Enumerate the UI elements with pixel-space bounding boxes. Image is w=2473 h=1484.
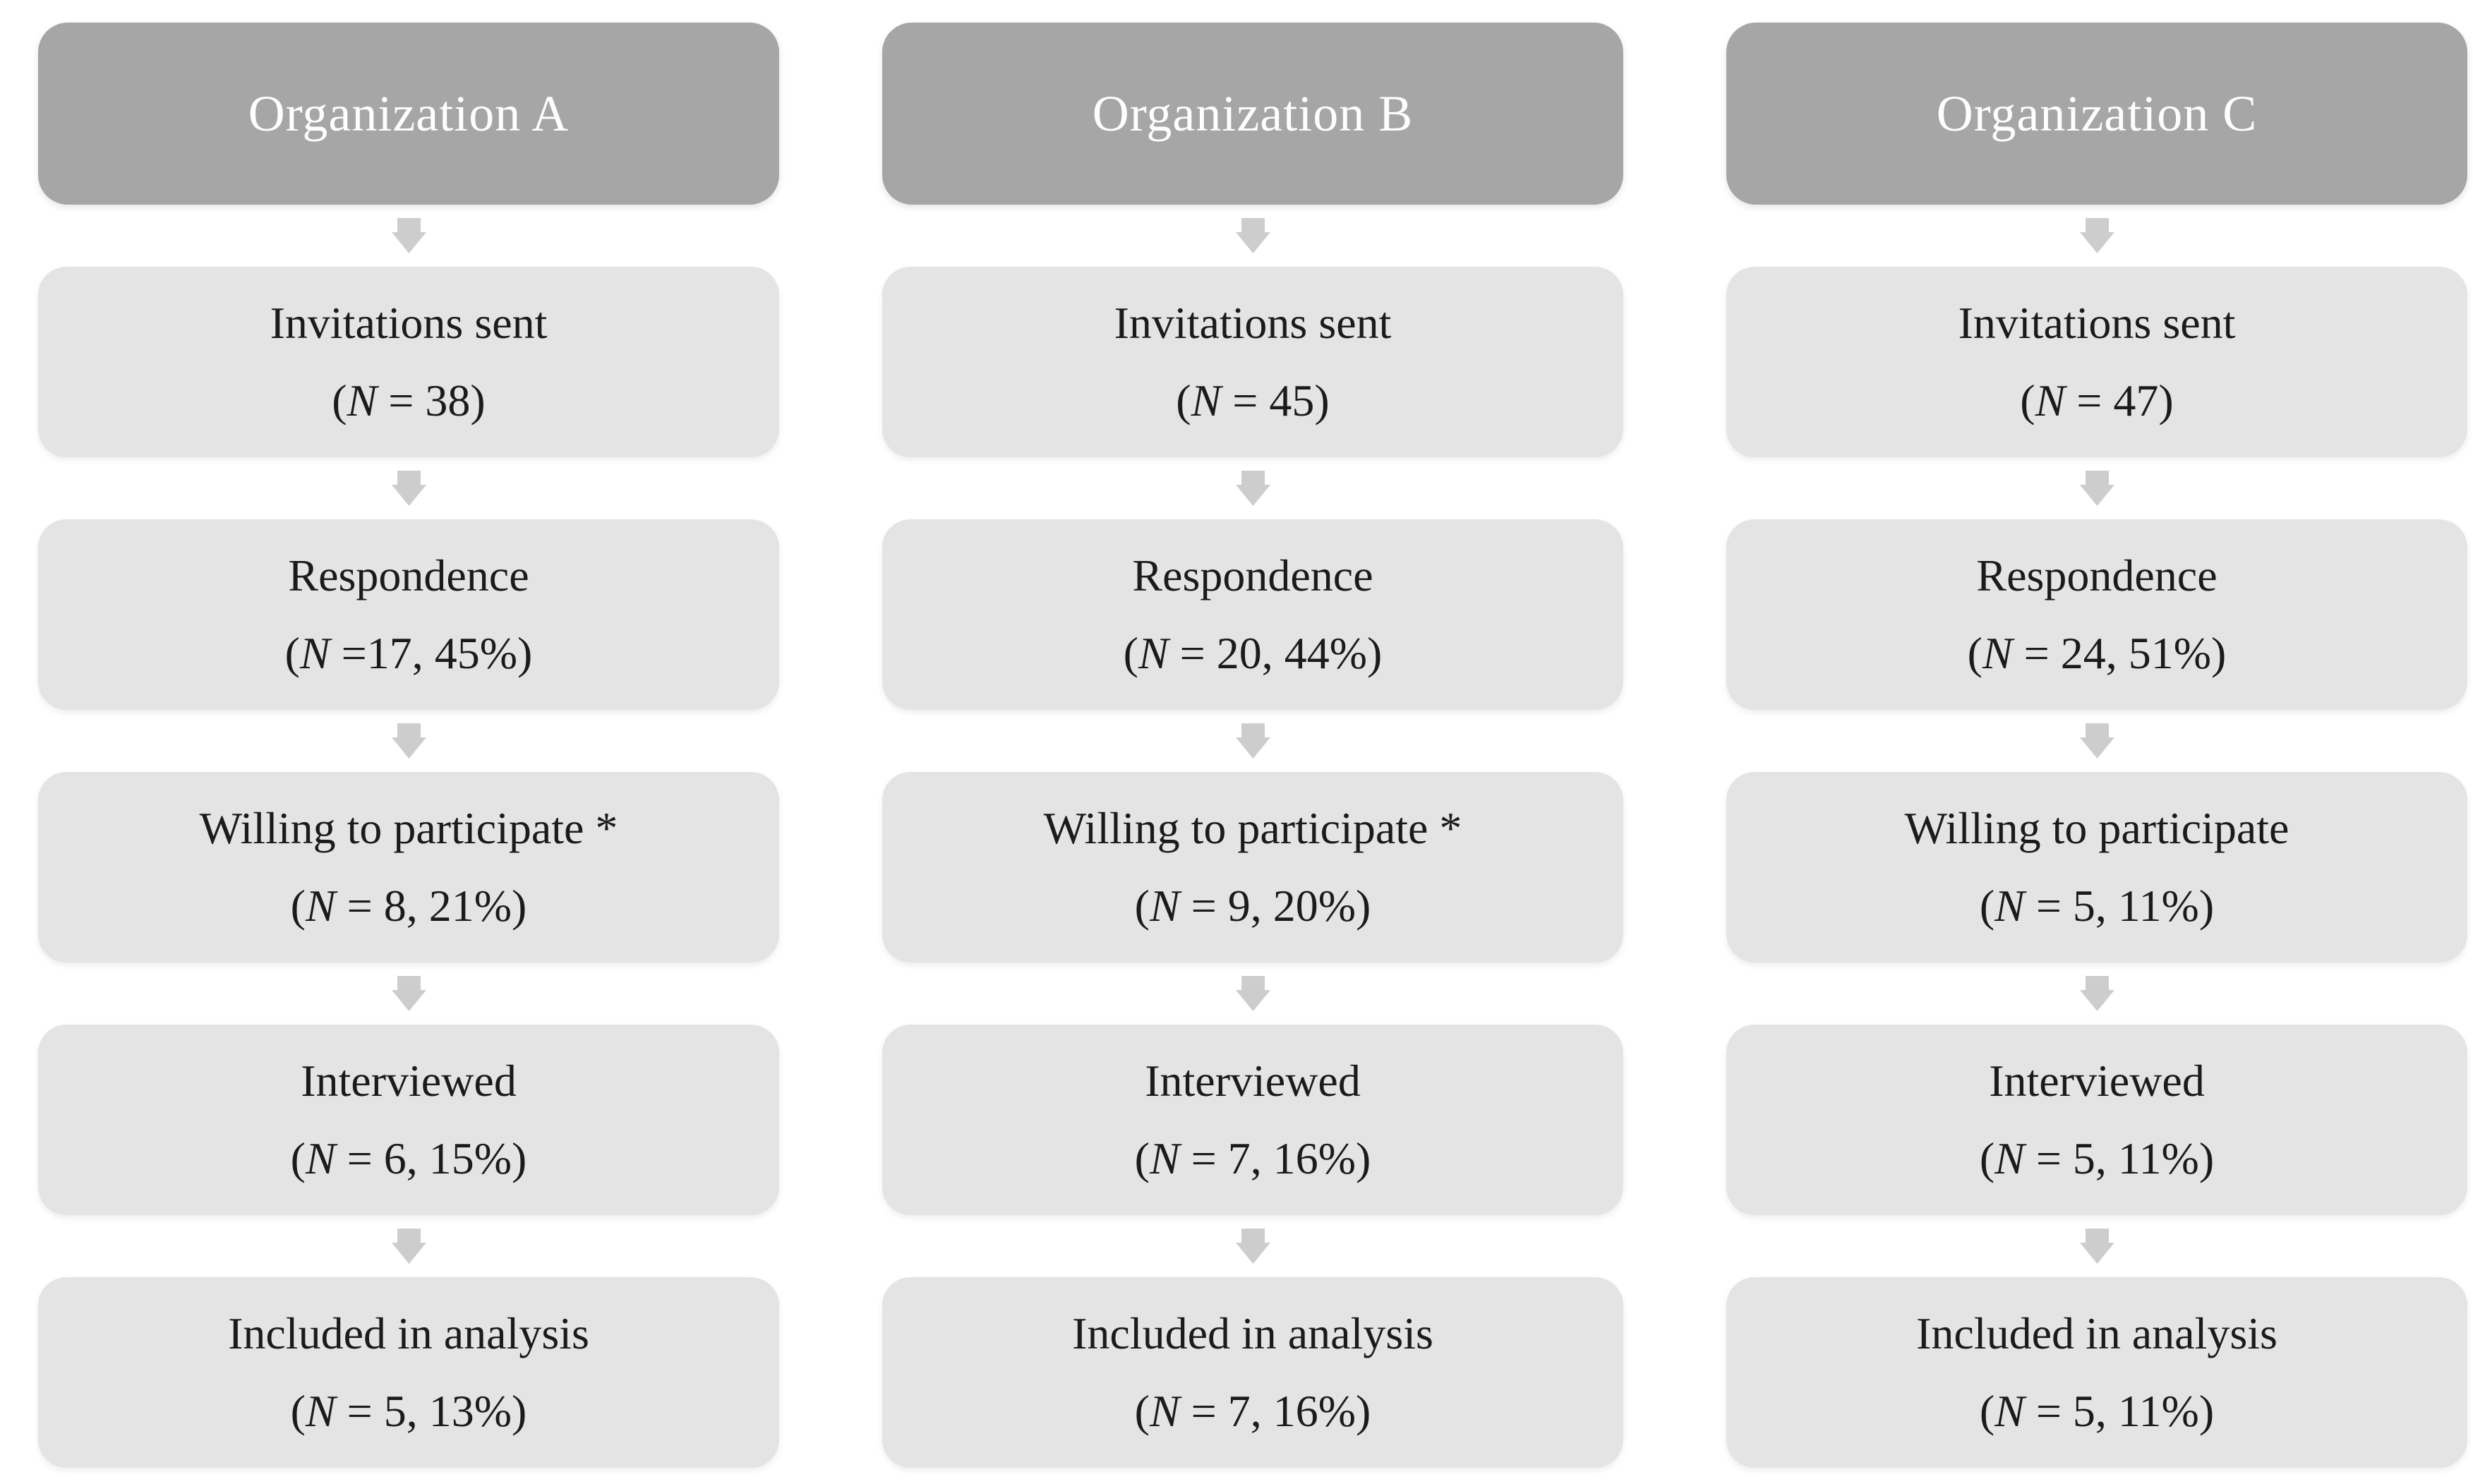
- step-box-invitations-sent: Invitations sent (N = 47): [1726, 267, 2467, 457]
- step-stat: (N = 47): [2020, 375, 2174, 426]
- down-arrow-icon: [2079, 723, 2114, 759]
- organization-a-header: Organization A: [38, 23, 779, 205]
- down-arrow-icon: [391, 1229, 426, 1264]
- step-box-interviewed: Interviewed (N = 5, 11%): [1726, 1025, 2467, 1215]
- step-label: Included in analysis: [1072, 1308, 1433, 1358]
- flow-column-organization-b: Organization B Invitations sent (N = 45)…: [882, 23, 1623, 1470]
- step-label: Invitations sent: [270, 298, 548, 348]
- step-stat: (N = 7, 16%): [1134, 1386, 1371, 1436]
- flow-column-organization-c: Organization C Invitations sent (N = 47)…: [1726, 23, 2467, 1470]
- flow-connector: [882, 1215, 1623, 1277]
- step-label: Willing to participate: [1904, 803, 2290, 853]
- flow-column-organization-a: Organization A Invitations sent (N = 38)…: [38, 23, 779, 1470]
- down-arrow-icon: [2079, 976, 2114, 1011]
- step-box-willing-to-participate: Willing to participate * (N = 9, 20%): [882, 772, 1623, 963]
- down-arrow-icon: [1235, 723, 1270, 759]
- step-stat: (N = 38): [332, 375, 486, 426]
- step-stat: (N = 45): [1176, 375, 1330, 426]
- step-label: Interviewed: [1989, 1056, 2205, 1106]
- step-box-respondence: Respondence (N = 20, 44%): [882, 519, 1623, 710]
- flow-connector: [882, 457, 1623, 519]
- step-stat: (N = 9, 20%): [1134, 881, 1371, 931]
- flow-connector: [1726, 1215, 2467, 1277]
- step-stat: (N = 8, 21%): [290, 881, 527, 931]
- step-label: Willing to participate *: [199, 803, 618, 853]
- step-label: Invitations sent: [1114, 298, 1392, 348]
- step-label: Respondence: [288, 550, 529, 601]
- step-box-respondence: Respondence (N = 24, 51%): [1726, 519, 2467, 710]
- organization-c-header: Organization C: [1726, 23, 2467, 205]
- down-arrow-icon: [1235, 1229, 1270, 1264]
- step-label: Respondence: [1132, 550, 1373, 601]
- flow-connector: [882, 963, 1623, 1025]
- flow-connector: [1726, 457, 2467, 519]
- flow-connector: [38, 457, 779, 519]
- step-label: Respondence: [1976, 550, 2218, 601]
- flow-connector: [882, 710, 1623, 772]
- step-box-willing-to-participate: Willing to participate * (N = 8, 21%): [38, 772, 779, 963]
- down-arrow-icon: [1235, 218, 1270, 253]
- step-stat: (N = 6, 15%): [290, 1133, 527, 1183]
- flow-connector: [38, 1215, 779, 1277]
- step-box-included-in-analysis: Included in analysis (N = 5, 13%): [38, 1277, 779, 1468]
- step-box-invitations-sent: Invitations sent (N = 45): [882, 267, 1623, 457]
- flow-connector: [1726, 205, 2467, 267]
- step-stat: (N =17, 45%): [284, 628, 533, 678]
- step-stat: (N = 5, 11%): [1979, 881, 2215, 931]
- down-arrow-icon: [2079, 1229, 2114, 1264]
- step-box-willing-to-participate: Willing to participate (N = 5, 11%): [1726, 772, 2467, 963]
- step-box-invitations-sent: Invitations sent (N = 38): [38, 267, 779, 457]
- flow-connector: [1726, 710, 2467, 772]
- organization-a-header-label: Organization A: [248, 85, 570, 142]
- step-stat: (N = 24, 51%): [1967, 628, 2227, 678]
- step-box-included-in-analysis: Included in analysis (N = 5, 11%): [1726, 1277, 2467, 1468]
- step-label: Interviewed: [1145, 1056, 1361, 1106]
- step-label: Willing to participate *: [1043, 803, 1462, 853]
- flow-connector: [1726, 963, 2467, 1025]
- down-arrow-icon: [391, 218, 426, 253]
- step-box-respondence: Respondence (N =17, 45%): [38, 519, 779, 710]
- flow-connector: [38, 710, 779, 772]
- step-label: Interviewed: [301, 1056, 517, 1106]
- step-stat: (N = 7, 16%): [1134, 1133, 1371, 1183]
- flow-connector: [38, 963, 779, 1025]
- down-arrow-icon: [1235, 976, 1270, 1011]
- step-label: Included in analysis: [1916, 1308, 2278, 1358]
- organization-b-header: Organization B: [882, 23, 1623, 205]
- flow-connector: [882, 205, 1623, 267]
- step-box-interviewed: Interviewed (N = 6, 15%): [38, 1025, 779, 1215]
- step-label: Included in analysis: [228, 1308, 589, 1358]
- organization-c-header-label: Organization C: [1936, 85, 2258, 142]
- down-arrow-icon: [391, 723, 426, 759]
- step-stat: (N = 5, 11%): [1979, 1386, 2215, 1436]
- step-stat: (N = 5, 11%): [1979, 1133, 2215, 1183]
- step-stat: (N = 20, 44%): [1123, 628, 1383, 678]
- down-arrow-icon: [391, 471, 426, 506]
- down-arrow-icon: [2079, 218, 2114, 253]
- down-arrow-icon: [391, 976, 426, 1011]
- step-box-interviewed: Interviewed (N = 7, 16%): [882, 1025, 1623, 1215]
- step-label: Invitations sent: [1958, 298, 2236, 348]
- flow-connector: [38, 205, 779, 267]
- step-stat: (N = 5, 13%): [290, 1386, 527, 1436]
- step-box-included-in-analysis: Included in analysis (N = 7, 16%): [882, 1277, 1623, 1468]
- down-arrow-icon: [2079, 471, 2114, 506]
- down-arrow-icon: [1235, 471, 1270, 506]
- organization-b-header-label: Organization B: [1092, 85, 1414, 142]
